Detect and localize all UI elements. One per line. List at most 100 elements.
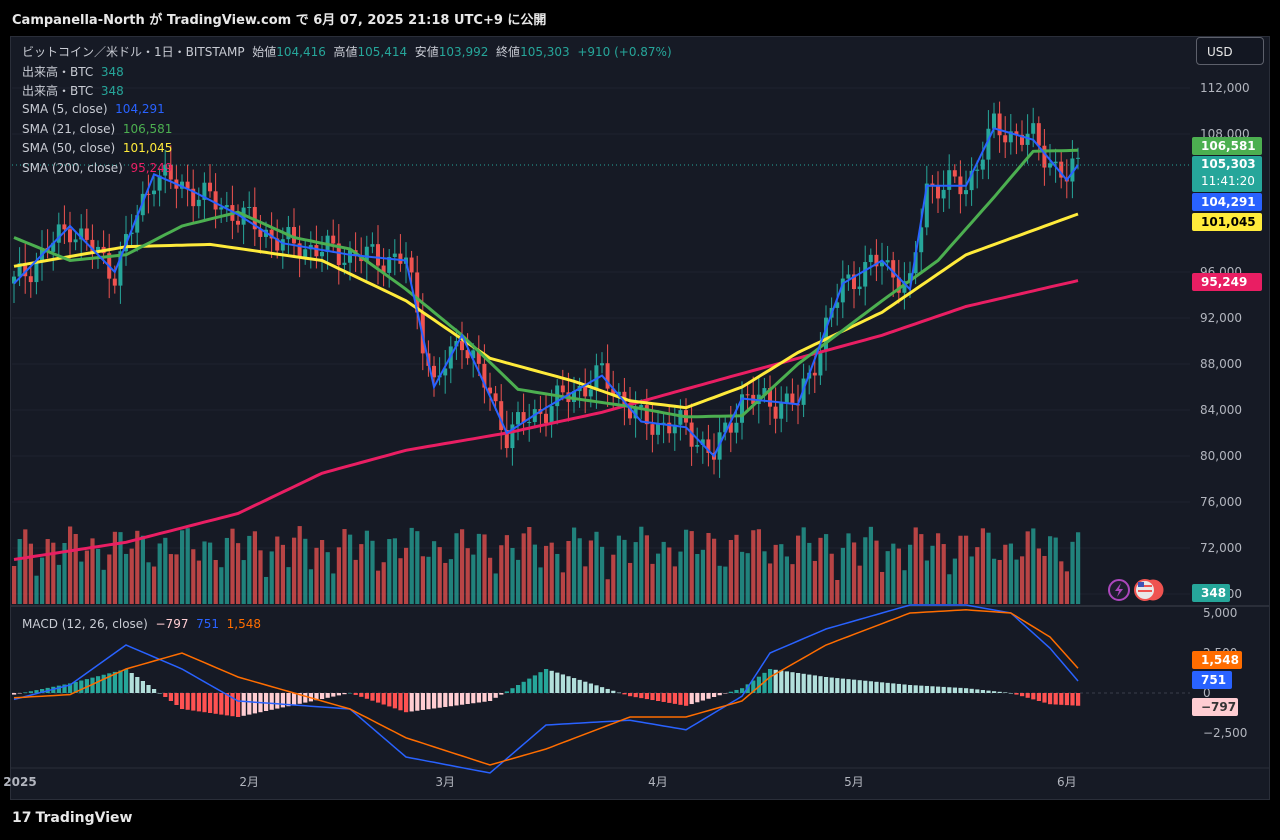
volume-bar [706,532,711,604]
volume-bar [555,553,560,604]
macd-line-tag: 751 [1192,671,1232,689]
volume-bar [538,567,543,604]
sma200-price-tag: 95,249 [1192,273,1262,291]
macd-legend[interactable]: MACD (12, 26, close) −797 751 1,548 [22,617,261,631]
event-icons[interactable] [1108,579,1164,601]
macd-hist-bar [275,693,280,709]
macd-hist-bar [112,671,117,693]
candle-body [286,227,291,240]
volume-bar [163,537,168,604]
tradingview-brand[interactable]: 17 TradingView [12,810,133,826]
volume-bar [773,544,778,604]
volume-bar [1059,561,1064,604]
macd-hist-bar [656,693,661,701]
volume-bar [415,531,420,604]
macd-hist-bar [292,693,297,705]
candle-body [476,350,481,364]
macd-hist-bar [118,670,123,693]
macd-hist-bar [723,693,728,694]
volume-bar [387,539,392,604]
candle-body [572,391,576,402]
volume-bar [622,539,627,604]
publish-title: Campanella-North が TradingView.com で 6月 … [12,13,547,28]
currency-button[interactable]: USD [1196,37,1264,65]
volume-bar [684,529,689,604]
volume-bar [516,559,521,604]
candle-body [84,228,89,240]
macd-hist-bar [488,693,493,701]
macd-hist-bar [247,693,252,715]
macd-hist-bar [779,670,784,693]
candle-body [706,439,711,453]
macd-hist-bar [829,677,834,693]
candle-body [913,252,918,274]
volume-bar [348,534,353,604]
symbol-legend[interactable]: ビットコイン／米ドル・1日・BITSTAMP 始値104,416 高値105,4… [22,43,672,60]
macd-hist-bar [952,687,957,693]
macd-hist-bar [572,678,577,693]
macd-hist-bar [622,693,627,695]
volume-label: 出来高・BTC [22,65,94,79]
macd-hist-bar [314,693,319,701]
candle-body [185,181,190,189]
volume-bar [588,540,593,604]
macd-hist-bar [1003,692,1008,693]
candle-body [152,190,156,195]
candle-body [880,262,884,267]
macd-hist-bar [68,683,73,693]
volume-bar [118,532,123,604]
macd-hist-bar [1025,693,1030,698]
volume-legend-2[interactable]: 出来高・BTC 348 [22,82,124,99]
macd-hist-bar [919,685,924,693]
macd-hist-bar [835,678,840,693]
macd-hist-bar [896,683,901,693]
volume-bar [454,533,459,604]
candle-body [56,224,61,243]
candle-body [600,363,604,366]
sma21-legend[interactable]: SMA (21, close) 106,581 [22,122,172,136]
macd-hist-bar [353,693,358,695]
volume-bar [633,542,638,604]
candle-body [852,274,856,290]
macd-hist-bar [768,669,773,693]
volume-bar [762,551,767,604]
volume-bar [768,563,773,604]
volume-bar [135,530,140,604]
candle-body [415,272,420,313]
macd-signal-value: 1,548 [226,617,262,631]
high-value: 105,414 [357,45,408,59]
macd-hist-bar [387,693,392,707]
sma200-legend[interactable]: SMA (200, close) 95,249 [22,161,172,175]
symbol-name: ビットコイン／米ドル・1日・BITSTAMP [22,45,245,59]
macd-hist-bar [600,687,605,693]
candle-body [594,365,599,390]
macd-hist-bar [812,675,817,693]
candle-body [560,385,565,393]
volume-bar [521,533,526,604]
sma50-value: 101,045 [122,141,173,155]
macd-hist-bar [980,690,985,693]
sma5-legend[interactable]: SMA (5, close) 104,291 [22,102,165,116]
us-flag-stripes [1138,585,1152,587]
macd-hist-bar [432,693,437,709]
volume-bar [79,561,84,604]
sma21-price-tag: 106,581 [1192,137,1262,155]
candle-body [510,424,515,449]
sma50-legend[interactable]: SMA (50, close) 101,045 [22,141,172,155]
macd-hist-bar [28,691,33,693]
macd-hist-bar [762,672,767,693]
volume-bar [880,571,885,604]
volume-bar [997,559,1002,604]
volume-bar [661,541,666,604]
volume-bar [1064,571,1069,604]
volume-legend-1[interactable]: 出来高・BTC 348 [22,63,124,80]
volume-bar [180,530,185,604]
macd-hist-bar [628,693,633,697]
volume-bar [874,540,879,604]
candle-body [964,190,968,195]
candle-body [605,363,610,389]
candle-body [62,224,67,230]
candle-body [157,175,162,191]
macd-hist-bar [555,672,560,693]
